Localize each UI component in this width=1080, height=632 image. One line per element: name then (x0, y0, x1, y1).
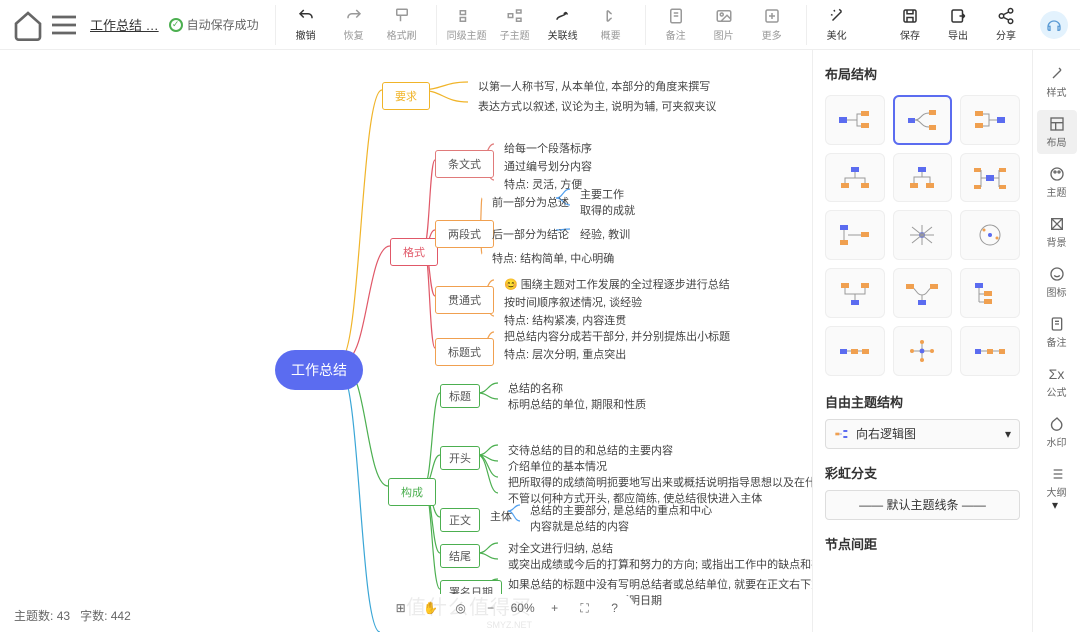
node-n3[interactable]: 正文 (440, 508, 480, 532)
leaf[interactable]: 经验, 教训 (570, 222, 640, 246)
layout-option-1[interactable] (893, 95, 953, 145)
panel-title-free: 自由主题结构 (825, 392, 1020, 411)
grid-icon[interactable]: ⊞ (391, 598, 411, 618)
leaf[interactable]: 主体 (480, 504, 522, 528)
image-button[interactable]: 图片 (702, 7, 746, 42)
hand-icon[interactable]: ✋ (421, 598, 441, 618)
layout-option-8[interactable] (960, 210, 1020, 260)
layout-option-5[interactable] (960, 153, 1020, 203)
relation-button[interactable]: 关联线 (541, 7, 585, 42)
layout-option-11[interactable] (960, 268, 1020, 318)
leaf[interactable]: 后一部分为结论 (482, 222, 579, 246)
zoom-bar: ⊞ ✋ ◎ − 60% + ⛶ ? (381, 594, 635, 622)
layout-option-7[interactable] (893, 210, 953, 260)
side-tab-layout[interactable]: 布局 (1037, 110, 1077, 154)
rainbow-select[interactable]: —— 默认主题线条 —— ▾ (825, 490, 1020, 520)
leaf[interactable]: 特点: 结构简单, 中心明确 (482, 246, 624, 270)
statusbar: 主题数: 43 字数: 442 (14, 607, 131, 624)
side-tab-bg[interactable]: 背景 (1037, 210, 1077, 254)
fullscreen-icon[interactable]: ⛶ (575, 598, 595, 618)
node-n3[interactable]: 贯通式 (435, 286, 494, 314)
undo-button[interactable]: 撤销 (284, 7, 328, 42)
side-tab-formula[interactable]: Σx公式 (1037, 360, 1077, 404)
side-tab-note[interactable]: 备注 (1037, 310, 1077, 354)
node-n4[interactable]: 标题式 (435, 338, 494, 366)
format-brush-button[interactable]: 格式刷 (380, 7, 424, 42)
panel-title-rainbow: 彩虹分支 (825, 463, 1020, 482)
panel-title-layout: 布局结构 (825, 64, 1020, 83)
leaf[interactable]: 标明总结的单位, 期限和性质 (498, 392, 656, 416)
side-tab-style[interactable]: 样式 (1037, 60, 1077, 104)
layout-option-13[interactable] (893, 326, 953, 376)
zoom-in-button[interactable]: + (545, 598, 565, 618)
home-icon[interactable] (12, 9, 44, 41)
leaf[interactable]: 内容就是总结的内容 (520, 514, 639, 538)
side-tab-icon[interactable]: 图标 (1037, 260, 1077, 304)
side-tab-watermark[interactable]: 水印 (1037, 410, 1077, 454)
check-icon: ✓ (169, 18, 183, 32)
layout-option-4[interactable] (893, 153, 953, 203)
share-button[interactable]: 分享 (984, 7, 1028, 42)
layout-option-6[interactable] (825, 210, 885, 260)
export-button[interactable]: 导出 (936, 7, 980, 42)
layout-panel: 布局结构 自由主题结构 向右逻辑图 ▾ 彩虹分支 —— 默认主题线条 —— ▾ … (812, 50, 1032, 632)
root-node[interactable]: 工作总结 (275, 350, 363, 390)
layout-option-12[interactable] (825, 326, 885, 376)
side-tab-theme[interactable]: 主题 (1037, 160, 1077, 204)
child-topic-button[interactable]: 子主题 (493, 7, 537, 42)
layout-option-14[interactable] (960, 326, 1020, 376)
panel-title-spacing: 节点间距 (825, 534, 1020, 553)
node-part4[interactable]: 部分4 (380, 626, 428, 632)
redo-button[interactable]: 恢复 (332, 7, 376, 42)
free-structure-select[interactable]: 向右逻辑图 ▾ (825, 419, 1020, 449)
target-icon[interactable]: ◎ (451, 598, 471, 618)
zoom-out-button[interactable]: − (481, 598, 501, 618)
layout-option-2[interactable] (960, 95, 1020, 145)
chevron-down-icon: ▾ (1005, 427, 1011, 441)
help-icon[interactable]: ? (605, 598, 625, 618)
mindmap-canvas[interactable]: 工作总结要求以第一人称书写, 从本单位, 本部分的角度来撰写表达方式以叙述, 议… (0, 50, 812, 632)
layout-option-0[interactable] (825, 95, 885, 145)
layout-option-3[interactable] (825, 153, 885, 203)
node-yaoqiu[interactable]: 要求 (382, 82, 430, 110)
help-icon[interactable] (1040, 11, 1068, 39)
layout-option-10[interactable] (893, 268, 953, 318)
leaf[interactable]: 特点: 层次分明, 重点突出 (494, 342, 636, 366)
autosave-status: ✓ 自动保存成功 (169, 16, 259, 33)
node-n4[interactable]: 结尾 (440, 544, 480, 568)
summary-button[interactable]: 概要 (589, 7, 633, 42)
node-goucheng[interactable]: 构成 (388, 478, 436, 506)
menu-icon[interactable] (48, 9, 80, 41)
peer-topic-button[interactable]: 同级主题 (445, 7, 489, 42)
layout-option-9[interactable] (825, 268, 885, 318)
leaf[interactable]: 前一部分为总述 (482, 190, 579, 214)
node-n1[interactable]: 标题 (440, 384, 480, 408)
node-n2[interactable]: 开头 (440, 446, 480, 470)
note-button[interactable]: 备注 (654, 7, 698, 42)
leaf[interactable]: 表达方式以叙述, 议论为主, 说明为辅, 可夹叙夹议 (468, 94, 726, 118)
beautify-button[interactable]: 美化 (815, 7, 859, 42)
node-n1[interactable]: 条文式 (435, 150, 494, 178)
leaf[interactable]: 取得的成就 (570, 198, 645, 222)
zoom-level: 60% (511, 601, 535, 615)
doc-title[interactable]: 工作总结 … (90, 15, 159, 34)
more-button[interactable]: 更多 (750, 7, 794, 42)
node-geshi[interactable]: 格式 (390, 238, 438, 266)
save-button[interactable]: 保存 (888, 7, 932, 42)
